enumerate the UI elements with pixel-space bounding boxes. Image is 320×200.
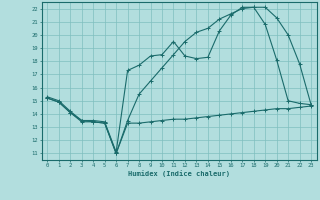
X-axis label: Humidex (Indice chaleur): Humidex (Indice chaleur) xyxy=(128,170,230,177)
